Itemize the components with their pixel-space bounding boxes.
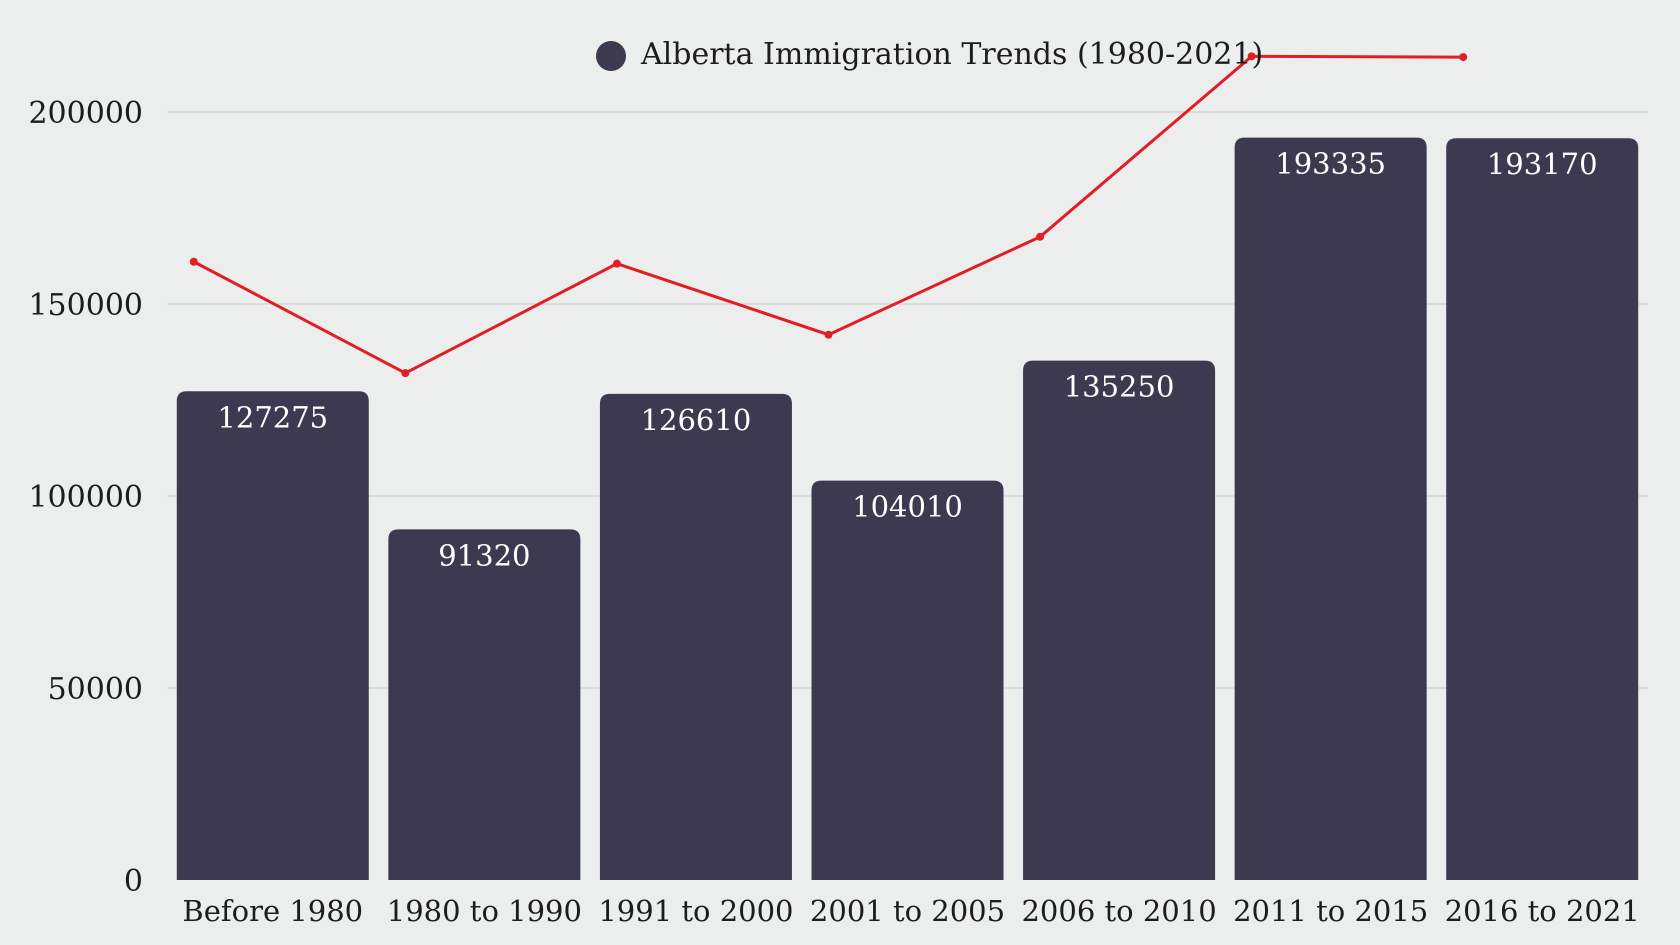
y-tick-label: 50000 [48,672,143,707]
bar [1023,360,1216,880]
bar-data-label: 126610 [641,403,752,437]
x-axis: Before 1980 1980 to 1990 1991 to 2000 2001 … [182,894,1639,928]
x-tick-label: 1980 to 1990 [387,894,582,928]
line-point [612,259,621,268]
bar [599,393,792,880]
y-axis: 0 50000 100000 150000 200000 [28,96,143,899]
x-tick-label: Before 1980 [182,894,363,928]
bar [811,480,1004,880]
bar-series: 127275 91320 126610 104010 135250 193335 19317… [176,137,1639,881]
x-tick-label: 2016 to 2021 [1445,894,1640,928]
x-tick-label: 1991 to 2000 [598,894,793,928]
line-series [189,52,1468,378]
x-tick-label: 2006 to 2010 [1021,894,1216,928]
line-point [1459,53,1468,62]
bar [176,391,369,880]
bar-data-label: 91320 [438,538,530,572]
line-point [401,369,410,378]
legend: Alberta Immigration Trends (1980-2021) [596,37,1263,72]
y-tick-label: 0 [124,864,143,899]
line-point [1036,232,1045,241]
bar-data-label: 193335 [1275,147,1386,181]
bar-data-label: 193170 [1487,147,1598,181]
legend-marker [596,41,626,71]
y-tick-label: 200000 [28,96,143,131]
bar [1446,138,1639,881]
y-tick-label: 100000 [28,480,143,515]
line-point [189,257,198,266]
x-tick-label: 2001 to 2005 [810,894,1005,928]
legend-label: Alberta Immigration Trends (1980-2021) [640,37,1263,72]
y-tick-label: 150000 [28,288,143,323]
x-tick-label: 2011 to 2015 [1233,894,1428,928]
bar-data-label: 135250 [1064,370,1175,404]
line-point [824,330,833,339]
line-point [1247,52,1256,61]
bar [388,529,581,880]
bar-data-label: 104010 [852,490,963,524]
bar-data-label: 127275 [217,400,328,434]
bar [1234,137,1427,880]
